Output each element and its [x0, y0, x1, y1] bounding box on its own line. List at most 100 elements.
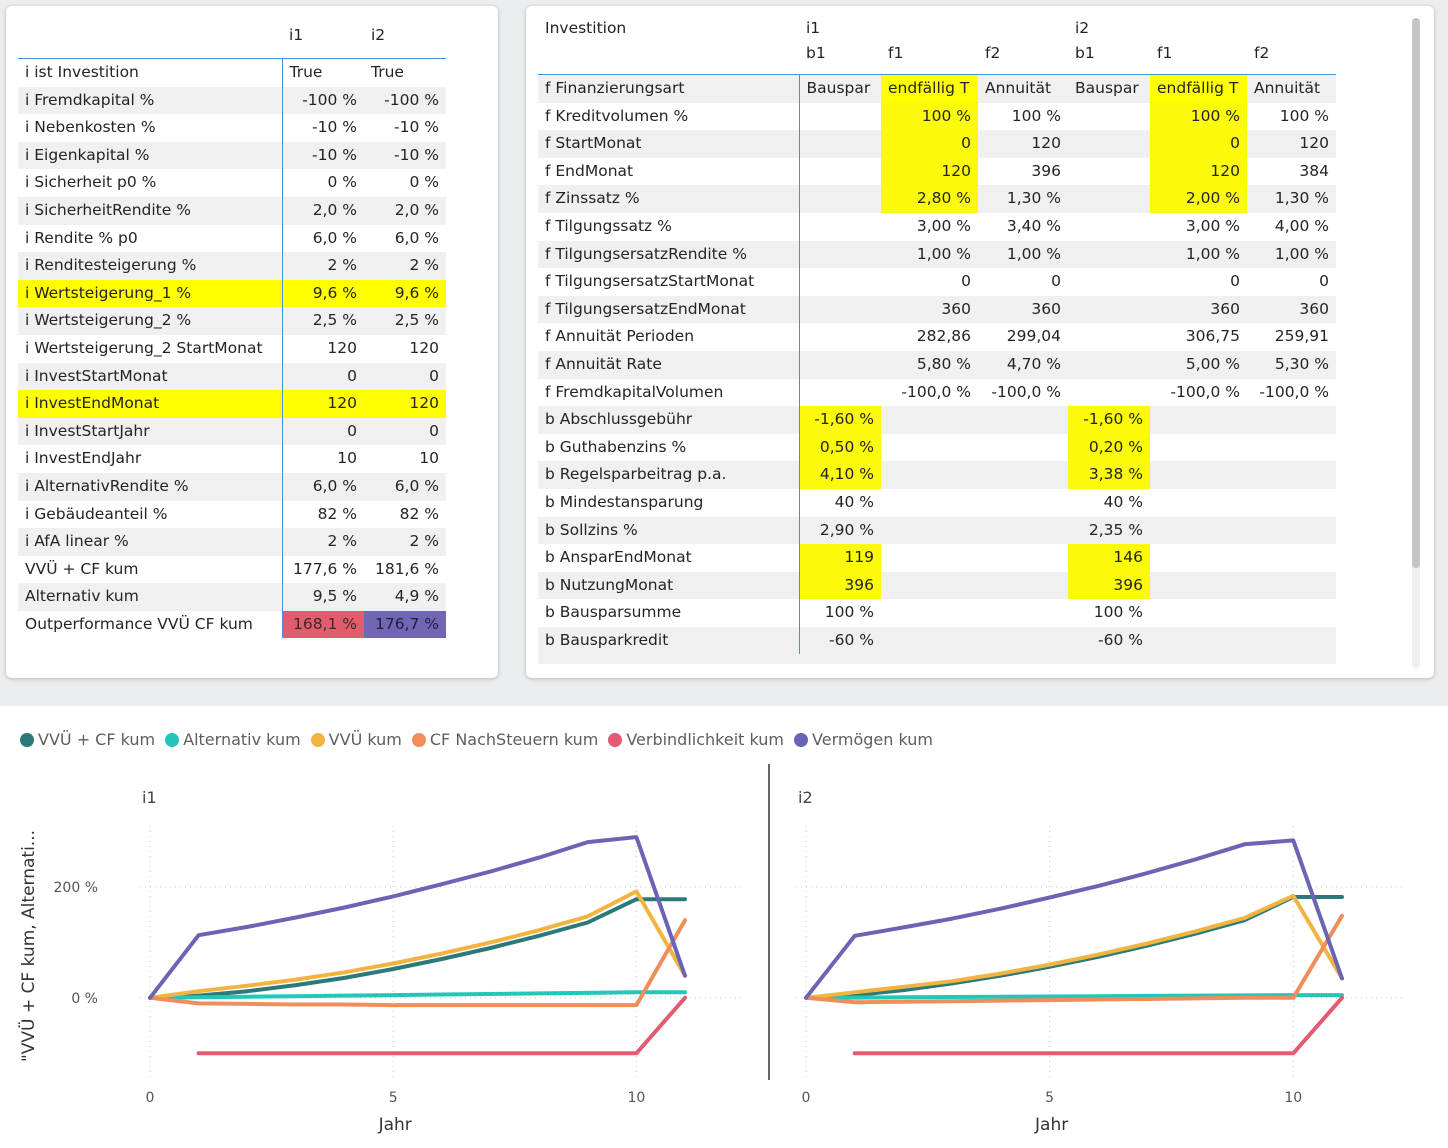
column-header[interactable] — [538, 40, 799, 75]
table-row[interactable]: f Tilgungssatz % 3,00 % 3,40 % 3,00 % 4,00 % — [538, 212, 1336, 241]
cell-i2: 6,0 % — [364, 472, 446, 501]
column-header[interactable]: f2 — [1247, 40, 1336, 75]
panel-title: i1 — [142, 788, 157, 807]
series-line-verbindlichkeit-kum[interactable] — [852, 995, 1344, 1056]
table-cell: -100,0 % — [991, 382, 1061, 401]
legend-label: VVÜ kum — [328, 730, 402, 749]
table-row[interactable]: i Wertsteigerung_2 StartMonat 120 120 — [18, 334, 446, 363]
table-row[interactable]: b Mindestansparung 40 % 40 % — [538, 488, 1336, 517]
column-header[interactable]: f1 — [1150, 40, 1247, 75]
table-row[interactable]: f TilgungsersatzEndMonat 360 360 360 360 — [538, 295, 1336, 324]
table-row[interactable]: i ist Investition True True — [18, 58, 446, 87]
table-row[interactable]: f TilgungsersatzRendite % 1,00 % 1,00 % 1,0… — [538, 240, 1336, 269]
table-row[interactable]: i InvestStartJahr 0 0 — [18, 417, 446, 446]
table-row[interactable]: Alternativ kum 9,5 % 4,9 % — [18, 583, 446, 611]
column-header[interactable] — [18, 20, 282, 59]
table-row[interactable]: b NutzungMonat 396 396 — [538, 571, 1336, 600]
legend-label: VVÜ + CF kum — [38, 730, 156, 749]
table-row[interactable]: i InvestEndMonat 120 120 — [18, 390, 446, 418]
table-row[interactable]: Outperformance VVÜ CF kum 168,1 % 176,7 % — [18, 610, 446, 639]
table-row[interactable]: f Annuität Perioden 282,86 299,04 306,75 259… — [538, 323, 1336, 351]
table-row[interactable]: f Finanzierungsart Bauspar endfällig T Annu… — [538, 74, 1336, 103]
table-row[interactable]: b Abschlussgebühr -1,60 % -1,60 % — [538, 406, 1336, 434]
column-header[interactable] — [1247, 16, 1336, 40]
series-line-vv-cf-kum[interactable] — [148, 897, 687, 1000]
table-row[interactable]: i InvestEndJahr 10 10 — [18, 445, 446, 473]
series-line-alternativ-kum[interactable] — [804, 993, 1344, 1000]
table-row[interactable]: i Wertsteigerung_2 % 2,5 % 2,5 % — [18, 307, 446, 335]
column-header[interactable]: Investition — [545, 19, 627, 37]
legend-item[interactable]: VVÜ + CF kum — [20, 730, 155, 749]
table-cell — [799, 350, 881, 379]
table-cell: 0 — [1319, 272, 1329, 291]
table-cell: 100 % — [1093, 603, 1143, 622]
table-row[interactable]: b Regelsparbeitrag p.a. 4,10 % 3,38 % — [538, 461, 1336, 489]
table-cell: 5,00 % — [1150, 350, 1247, 379]
table-row[interactable]: i Nebenkosten % -10 % -10 % — [18, 114, 446, 142]
table-row[interactable]: b Bausparkredit -60 % -60 % — [538, 626, 1336, 655]
table-cell — [978, 544, 1068, 572]
scrollbar-thumb[interactable] — [1412, 18, 1420, 568]
series-line-verm-gen-kum[interactable] — [804, 838, 1344, 1000]
table-cell — [1068, 379, 1150, 407]
series-line-vv-kum[interactable] — [148, 889, 687, 1000]
table-row[interactable]: b Guthabenzins % 0,50 % 0,20 % — [538, 433, 1336, 462]
table-cell: 0,20 % — [1068, 433, 1150, 462]
cell-i1: 0 % — [327, 173, 357, 192]
table-row[interactable]: b Sollzins % 2,90 % 2,35 % — [538, 516, 1336, 545]
legend-item[interactable]: Alternativ kum — [165, 730, 301, 749]
column-header[interactable]: f2 — [978, 40, 1068, 75]
cell-i1: 9,5 % — [282, 583, 364, 611]
table-row[interactable]: i InvestStartMonat 0 0 — [18, 362, 446, 391]
table-row[interactable]: f TilgungsersatzStartMonat 0 0 0 0 — [538, 268, 1336, 296]
table-row[interactable]: b AnsparEndMonat 119 146 — [538, 544, 1336, 572]
table-row[interactable]: i AfA linear % 2 % 2 % — [18, 528, 446, 556]
cell-i2: 176,7 % — [364, 610, 446, 639]
table-row[interactable]: i Gebäudeanteil % 82 % 82 % — [18, 500, 446, 529]
column-header[interactable] — [881, 16, 978, 40]
table-cell: 1,00 % — [881, 240, 978, 269]
table-row[interactable]: f Kreditvolumen % 100 % 100 % 100 % 100 % — [538, 102, 1336, 131]
table-cell: 396 — [799, 571, 881, 600]
series-line-vv-kum[interactable] — [804, 893, 1344, 1000]
table-row[interactable]: f Zinssatz % 2,80 % 1,30 % 2,00 % 1,30 % — [538, 185, 1336, 213]
table-cell — [978, 434, 1068, 462]
legend-item[interactable]: Vermögen kum — [794, 730, 933, 749]
table-row[interactable]: i AlternativRendite % 6,0 % 6,0 % — [18, 472, 446, 501]
table-row[interactable]: i SicherheitRendite % 2,0 % 2,0 % — [18, 196, 446, 225]
table-row[interactable]: f Annuität Rate 5,80 % 4,70 % 5,00 % 5,30 % — [538, 350, 1336, 379]
column-header[interactable] — [1150, 16, 1247, 40]
table-row[interactable]: VVÜ + CF kum 177,6 % 181,6 % — [18, 555, 446, 584]
table-cell — [1247, 654, 1336, 665]
table-row[interactable]: f StartMonat 0 120 0 120 — [538, 130, 1336, 158]
table-row[interactable]: i Rendite % p0 6,0 % 6,0 % — [18, 224, 446, 253]
table-cell — [1150, 571, 1247, 600]
table-row[interactable]: i Fremdkapital % -100 % -100 % — [18, 86, 446, 115]
table-row[interactable]: i Eigenkapital % -10 % -10 % — [18, 141, 446, 170]
legend-item[interactable]: CF NachSteuern kum — [411, 730, 598, 749]
table-header-row: b1 f1 f2 b1 f1 f2 — [538, 40, 1336, 75]
column-header[interactable]: b1 — [799, 40, 881, 75]
cell-i2: 0 — [364, 417, 446, 446]
table-row[interactable]: i Wertsteigerung_1 % 9,6 % 9,6 % — [18, 279, 446, 308]
table-row[interactable]: f FremdkapitalVolumen -100,0 % -100,0 % -10… — [538, 378, 1336, 407]
table-row[interactable]: f EndMonat 120 396 120 384 — [538, 157, 1336, 186]
column-header[interactable]: i2 — [364, 20, 446, 59]
series-line-alternativ-kum[interactable] — [148, 990, 687, 1000]
legend-item[interactable]: VVÜ kum — [310, 730, 402, 749]
table-row[interactable]: i Sicherheit p0 % 0 % 0 % — [18, 169, 446, 197]
column-header[interactable]: i1 — [282, 20, 364, 59]
column-header[interactable] — [978, 16, 1068, 40]
legend-item[interactable]: Verbindlichkeit kum — [608, 730, 784, 749]
table-cell — [978, 489, 1068, 517]
column-header[interactable]: b1 — [1068, 40, 1150, 75]
series-line-verbindlichkeit-kum[interactable] — [196, 995, 687, 1056]
table-row[interactable]: i Renditesteigerung % 2 % 2 % — [18, 252, 446, 280]
column-header[interactable]: i1 — [806, 19, 821, 37]
column-header[interactable]: f1 — [881, 40, 978, 75]
series-line-verm-gen-kum[interactable] — [148, 835, 687, 1000]
series-line-cf-nachsteuern-kum[interactable] — [804, 913, 1344, 1005]
series-line-cf-nachsteuern-kum[interactable] — [148, 918, 687, 1008]
table-row[interactable]: b Bausparsumme 100 % 100 % — [538, 599, 1336, 627]
column-header[interactable]: i2 — [1075, 19, 1090, 37]
